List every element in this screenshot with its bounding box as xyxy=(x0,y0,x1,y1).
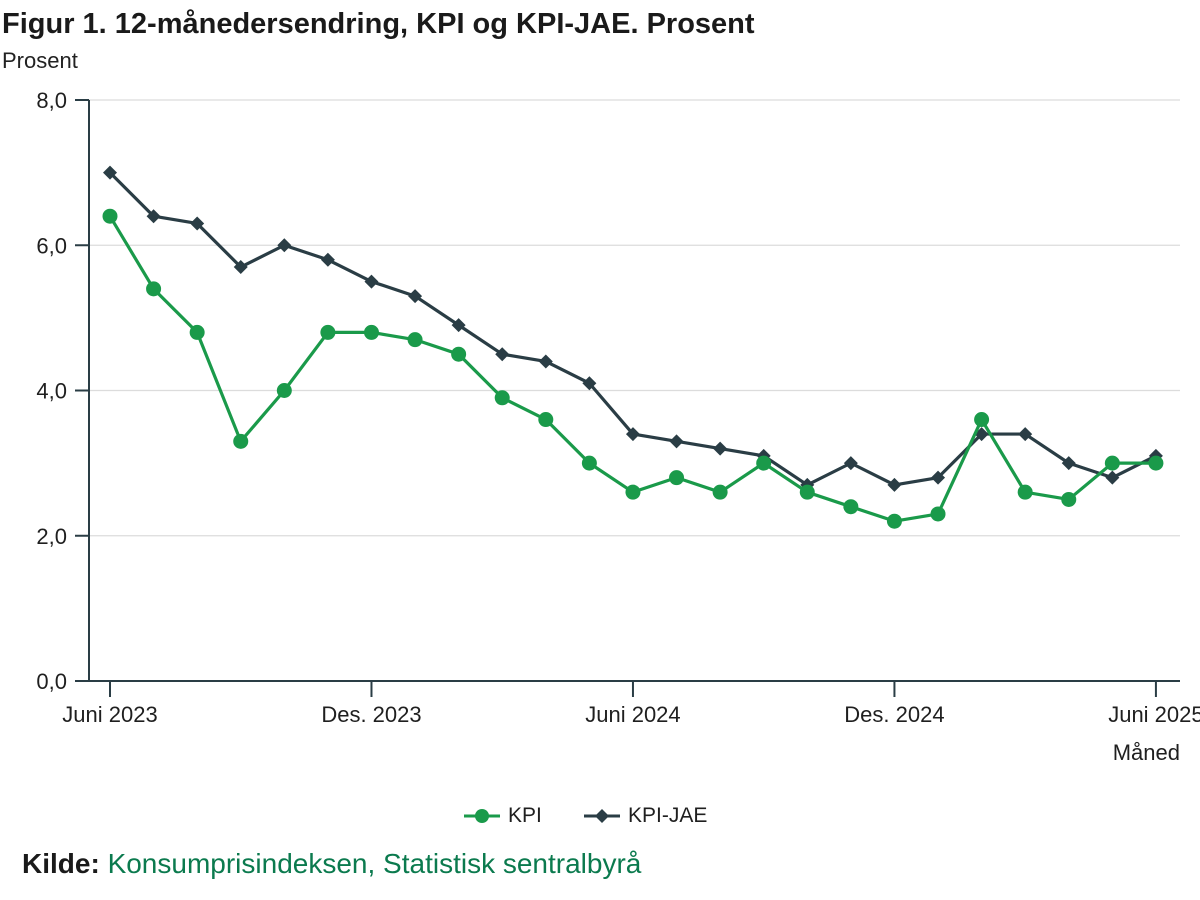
x-tick-label: Juni 2024 xyxy=(585,702,680,727)
data-point-kpi-jae xyxy=(451,318,466,333)
x-tick-label: Juni 2023 xyxy=(62,702,157,727)
data-point-kpi xyxy=(1104,455,1120,471)
y-tick-label: 4,0 xyxy=(36,379,67,404)
data-point-kpi-jae xyxy=(538,354,553,369)
y-tick-label: 0,0 xyxy=(36,669,67,694)
series-kpi xyxy=(102,208,1164,529)
data-point-kpi xyxy=(843,499,859,515)
data-point-kpi-jae xyxy=(146,209,161,224)
data-point-kpi xyxy=(363,324,379,340)
legend-item-kpi[interactable]: KPI xyxy=(462,800,542,832)
legend-kpi-jae-label: KPI-JAE xyxy=(628,804,708,827)
data-point-kpi xyxy=(669,470,685,486)
data-point-kpi xyxy=(625,484,641,500)
data-point-kpi-jae xyxy=(887,477,902,492)
source-note: Kilde: Konsumprisindeksen, Statistisk se… xyxy=(22,848,641,880)
data-point-kpi-jae xyxy=(843,456,858,471)
data-point-kpi xyxy=(1061,491,1077,507)
data-point-kpi xyxy=(320,324,336,340)
data-point-kpi-jae xyxy=(582,376,597,391)
data-point-kpi xyxy=(146,281,162,297)
axes: 0,0 2,0 4,0 6,0 8,0 Juni 2023 Des. 2023 Juni 20… xyxy=(36,88,1200,727)
data-point-kpi xyxy=(538,412,554,428)
data-point-kpi xyxy=(276,383,292,398)
data-point-kpi-jae xyxy=(408,289,423,304)
data-point-kpi-jae xyxy=(495,347,510,362)
x-tick-label: Des. 2024 xyxy=(844,702,944,727)
data-point-kpi-jae xyxy=(625,427,640,442)
legend-kpi-symbol xyxy=(464,809,500,823)
data-point-kpi xyxy=(189,324,205,340)
series-line-kpi xyxy=(108,215,1156,523)
data-point-kpi xyxy=(930,506,946,522)
data-point-kpi xyxy=(799,484,815,500)
data-point-kpi xyxy=(407,332,423,348)
data-point-kpi-jae xyxy=(320,252,335,267)
data-point-kpi xyxy=(974,412,990,428)
data-point-kpi xyxy=(494,390,510,406)
data-point-kpi xyxy=(451,346,467,362)
data-point-kpi xyxy=(1017,484,1033,500)
legend-item-kpi-jae[interactable]: KPI-JAE xyxy=(582,800,707,832)
x-axis-label: Måned xyxy=(1113,740,1180,765)
data-point-kpi-jae xyxy=(1105,470,1120,485)
legend-kpi-label: KPI xyxy=(508,804,542,827)
y-tick-label: 2,0 xyxy=(36,524,67,549)
data-point-kpi xyxy=(581,455,597,471)
data-point-kpi xyxy=(102,208,118,224)
data-point-kpi-jae xyxy=(931,470,946,485)
data-point-kpi xyxy=(233,433,249,449)
data-point-kpi xyxy=(1148,455,1164,471)
legend-kpi-jae-symbol xyxy=(584,809,620,823)
source-link[interactable]: Konsumprisindeksen, Statistisk sentralby… xyxy=(107,848,642,879)
series xyxy=(102,165,1164,529)
data-point-kpi-jae xyxy=(713,441,728,456)
source-label: Kilde: xyxy=(22,848,100,879)
data-point-kpi xyxy=(712,484,728,500)
data-point-kpi-jae xyxy=(190,216,205,231)
data-point-kpi-jae xyxy=(669,434,684,449)
x-tick-label: Juni 2025 xyxy=(1108,702,1200,727)
data-point-kpi-jae xyxy=(103,165,117,180)
y-tick-label: 6,0 xyxy=(36,233,67,258)
series-kpi-jae xyxy=(103,165,1163,492)
data-point-kpi-jae xyxy=(364,274,379,289)
data-point-kpi-jae xyxy=(233,260,248,275)
y-axis-label: Prosent xyxy=(2,48,78,73)
data-point-kpi xyxy=(886,513,902,529)
data-point-kpi-jae xyxy=(277,238,292,253)
data-point-kpi xyxy=(756,455,772,471)
data-point-kpi-jae xyxy=(1018,427,1033,442)
x-tick-label: Des. 2023 xyxy=(321,702,421,727)
data-point-kpi-jae xyxy=(1061,456,1076,471)
y-tick-label: 8,0 xyxy=(36,88,67,113)
legend: KPI KPI-JAE xyxy=(0,800,1200,832)
gridlines xyxy=(89,99,1180,537)
chart-title: Figur 1. 12-månedersendring, KPI og KPI-… xyxy=(2,8,755,40)
